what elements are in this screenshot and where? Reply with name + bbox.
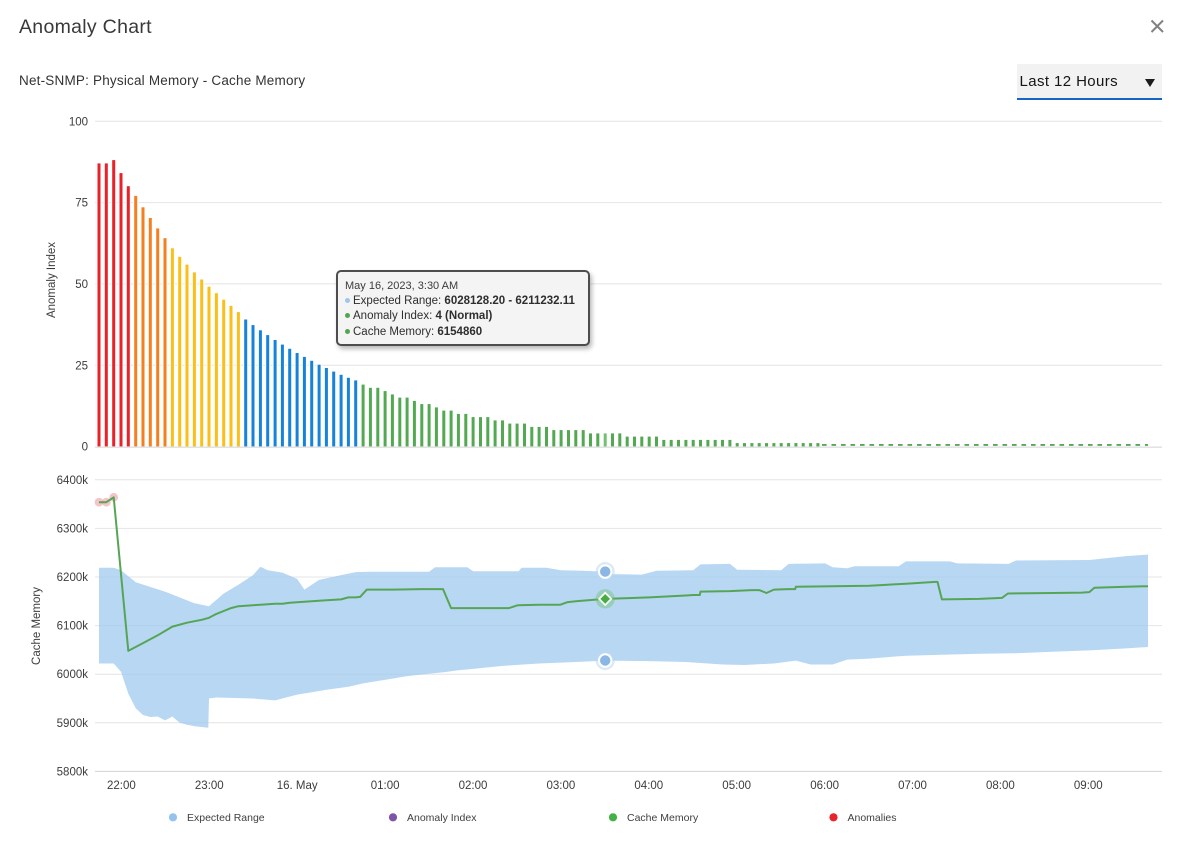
svg-text:22:00: 22:00 (107, 780, 136, 792)
svg-text:50: 50 (75, 279, 88, 291)
svg-text:Anomaly Index: Anomaly Index (407, 812, 477, 824)
svg-text:6200k: 6200k (57, 572, 89, 584)
svg-text:09:00: 09:00 (1074, 780, 1103, 792)
svg-text:05:00: 05:00 (722, 780, 751, 792)
svg-text:6300k: 6300k (57, 523, 89, 535)
svg-text:02:00: 02:00 (459, 780, 488, 792)
svg-text:23:00: 23:00 (195, 780, 224, 792)
svg-text:6000k: 6000k (57, 669, 89, 681)
svg-text:16. May: 16. May (277, 780, 318, 792)
svg-text:03:00: 03:00 (547, 780, 576, 792)
svg-text:25: 25 (75, 360, 88, 372)
svg-text:100: 100 (69, 116, 88, 128)
svg-text:Cache Memory: Cache Memory (627, 812, 699, 824)
svg-text:5800k: 5800k (57, 766, 89, 778)
svg-text:Anomaly Index: Anomaly Index (46, 242, 58, 318)
svg-text:04:00: 04:00 (634, 780, 663, 792)
svg-text:6400k: 6400k (57, 475, 89, 487)
svg-text:07:00: 07:00 (898, 780, 927, 792)
svg-text:Anomalies: Anomalies (848, 812, 897, 824)
svg-text:06:00: 06:00 (810, 780, 839, 792)
svg-text:01:00: 01:00 (371, 780, 400, 792)
svg-text:0: 0 (82, 442, 88, 454)
svg-text:75: 75 (75, 198, 88, 210)
svg-text:5900k: 5900k (57, 718, 89, 730)
svg-text:Expected Range: Expected Range (187, 812, 265, 824)
svg-text:Cache Memory: Cache Memory (31, 587, 43, 665)
svg-text:6100k: 6100k (57, 621, 89, 633)
svg-text:08:00: 08:00 (986, 780, 1015, 792)
